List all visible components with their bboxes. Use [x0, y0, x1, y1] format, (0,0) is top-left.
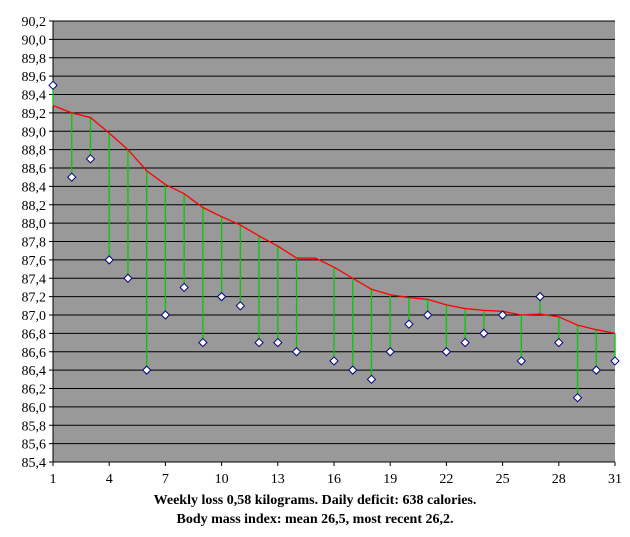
data-point: [291, 347, 302, 357]
x-tick-label: 16: [327, 472, 341, 487]
data-point: [48, 80, 58, 91]
y-tick-label: 86,2: [22, 383, 47, 398]
x-tick-label: 22: [439, 472, 453, 487]
y-tick-label: 87,8: [22, 236, 47, 251]
deviation-lines: [52, 85, 616, 398]
x-tick-label: 4: [106, 472, 113, 487]
x-tick-label: 31: [608, 472, 622, 487]
y-tick-label: 90,0: [22, 33, 47, 48]
data-point: [254, 337, 264, 348]
data-point: [535, 291, 545, 302]
y-tick-label: 86,6: [22, 346, 47, 361]
y-tick-label: 87,0: [22, 309, 47, 324]
y-tick-label: 89,0: [22, 125, 47, 140]
y-tick-label: 85,4: [22, 456, 47, 471]
data-point: [497, 310, 508, 320]
y-tick-label: 85,6: [22, 438, 47, 453]
data-point: [216, 291, 227, 302]
data-point: [404, 319, 414, 329]
y-tick-label: 90,2: [22, 15, 47, 30]
data-point: [348, 365, 358, 375]
data-point: [273, 337, 283, 348]
data-point: [104, 255, 114, 265]
x-axis-ticks: 1 4 7 10 13 16 19 22 25 28 31: [50, 462, 622, 487]
data-point: [554, 337, 564, 348]
y-tick-label: 88,4: [22, 180, 47, 195]
y-tick-label: 89,6: [22, 70, 47, 85]
data-point: [141, 365, 152, 375]
data-point: [460, 337, 470, 348]
y-tick-label: 86,4: [22, 364, 47, 379]
data-point: [329, 356, 339, 366]
data-point: [422, 310, 433, 320]
data-point: [610, 356, 620, 366]
y-tick-label: 88,6: [22, 162, 47, 177]
y-tick-label: 89,4: [22, 89, 47, 104]
y-tick-label: 88,0: [22, 217, 47, 232]
x-tick-label: 25: [496, 472, 510, 487]
caption-bmi: Body mass index: mean 26,5, most recent …: [176, 512, 454, 527]
data-point: [85, 154, 96, 164]
data-point: [516, 356, 527, 366]
y-tick-label: 87,2: [22, 291, 47, 306]
y-tick-label: 86,8: [22, 327, 47, 342]
data-point: [441, 347, 452, 357]
x-tick-label: 1: [50, 472, 57, 487]
data-point: [366, 374, 377, 385]
data-point: [591, 365, 601, 375]
y-tick-label: 87,6: [22, 254, 47, 269]
y-tick-label: 89,8: [22, 52, 47, 67]
data-point: [123, 273, 133, 283]
data-point: [179, 282, 189, 293]
data-point: [198, 337, 208, 348]
y-tick-label: 86,0: [22, 401, 47, 416]
data-point: [160, 310, 171, 320]
data-point: [385, 347, 395, 357]
y-tick-label: 87,4: [22, 272, 47, 287]
x-tick-label: 28: [552, 472, 566, 487]
y-tick-label: 85,8: [22, 419, 47, 434]
weight-points: [48, 80, 620, 403]
weight-chart: 85,4 85,6 85,8 86,0 86,2 86,4 86,6 86,8 87,0 87,2…: [22, 15, 623, 487]
y-axis-ticks: 85,4 85,6 85,8 86,0 86,2 86,4 86,6 86,8 87,0 87,2…: [22, 15, 53, 471]
x-tick-label: 7: [162, 472, 169, 487]
x-tick-label: 13: [271, 472, 285, 487]
trend-line: [52, 104, 616, 335]
data-point: [572, 392, 583, 403]
data-point: [235, 301, 246, 311]
y-tick-label: 89,2: [22, 107, 47, 122]
x-tick-label: 10: [215, 472, 229, 487]
y-tick-label: 88,2: [22, 199, 47, 214]
data-point: [67, 172, 77, 182]
x-tick-label: 19: [383, 472, 397, 487]
caption-weekly-loss: Weekly loss 0,58 kilograms. Daily defici…: [153, 493, 477, 508]
y-tick-label: 88,8: [22, 144, 47, 159]
data-point: [479, 328, 489, 339]
